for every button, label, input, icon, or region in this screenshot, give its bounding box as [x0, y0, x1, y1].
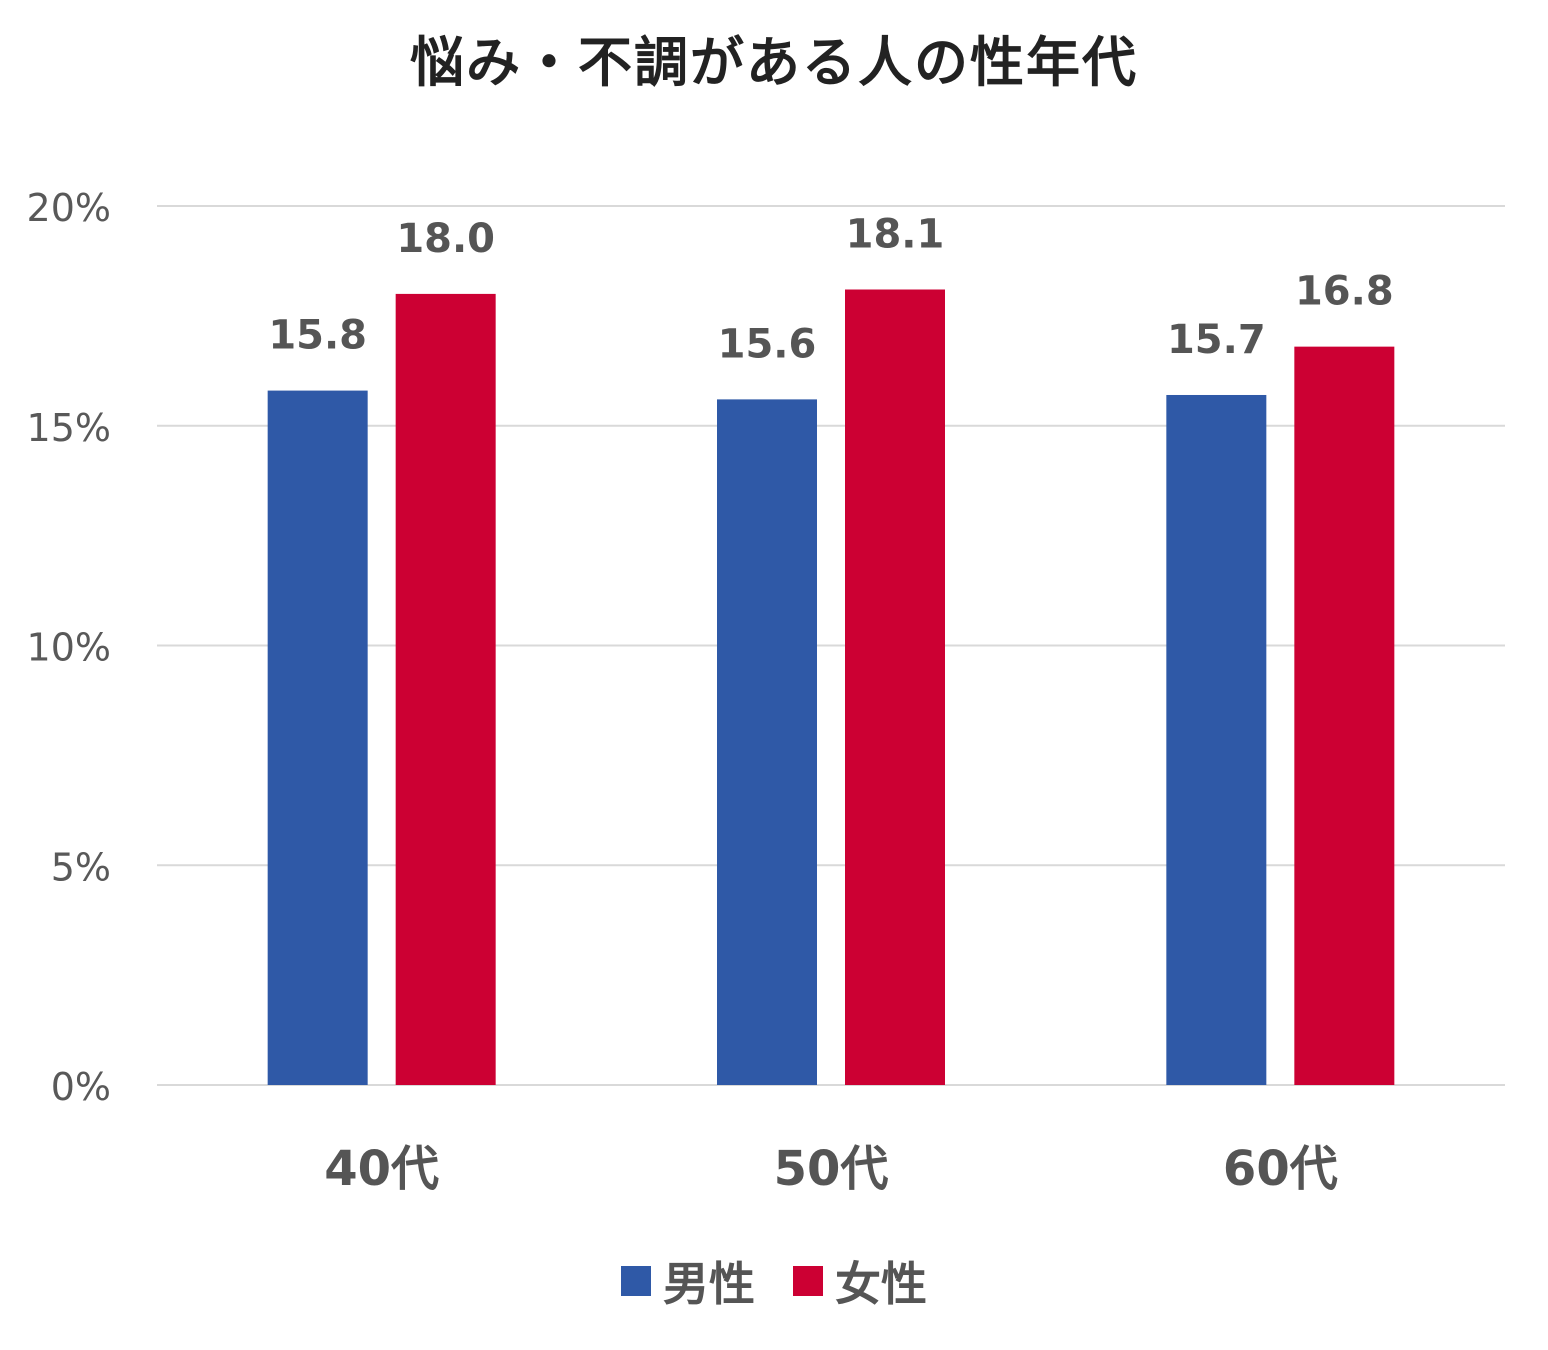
- legend: 男性 女性: [0, 1248, 1548, 1314]
- y-tick-label: 5%: [51, 845, 111, 889]
- data-labels: 15.8 18.0 15.6 18.1 15.7 16.8: [268, 212, 1393, 368]
- chart-title: 悩み・不調がある人の性年代: [410, 31, 1138, 94]
- x-tick-label: 50代: [774, 1141, 889, 1197]
- data-label: 16.8: [1295, 269, 1394, 315]
- x-axis-tick-labels: 40代 50代 60代: [324, 1141, 1337, 1197]
- y-tick-label: 20%: [27, 186, 111, 230]
- y-tick-label: 0%: [51, 1065, 111, 1109]
- legend-item-female: 女性: [793, 1248, 927, 1314]
- bar-female-1: [845, 289, 945, 1085]
- bar-male-2: [1166, 394, 1267, 1085]
- y-axis-tick-labels: 0% 5% 10% 15% 20%: [27, 186, 111, 1109]
- plot-area: 0% 5% 10% 15% 20% 15.8 18.0 15.6 18.1 15.7 16.8 4…: [27, 186, 1505, 1197]
- data-label: 15.6: [718, 321, 817, 367]
- legend-item-male: 男性: [621, 1248, 755, 1314]
- legend-swatch-female: [793, 1266, 823, 1296]
- legend-label-female: 女性: [835, 1257, 927, 1311]
- bars: [267, 289, 1395, 1086]
- y-tick-label: 15%: [27, 406, 111, 450]
- bar-female-0: [395, 293, 496, 1085]
- x-tick-label: 40代: [324, 1141, 439, 1197]
- data-label: 15.7: [1167, 317, 1266, 363]
- data-label: 18.0: [396, 216, 495, 262]
- bar-male-0: [267, 390, 368, 1086]
- bar-male-1: [717, 399, 817, 1085]
- x-tick-label: 60代: [1223, 1141, 1338, 1197]
- legend-swatch-male: [621, 1266, 651, 1296]
- data-label: 15.8: [268, 313, 367, 359]
- gridlines: [157, 205, 1505, 1086]
- bar-female-2: [1294, 346, 1395, 1085]
- data-label: 18.1: [846, 212, 945, 258]
- legend-label-male: 男性: [663, 1257, 755, 1311]
- y-tick-label: 10%: [27, 626, 111, 670]
